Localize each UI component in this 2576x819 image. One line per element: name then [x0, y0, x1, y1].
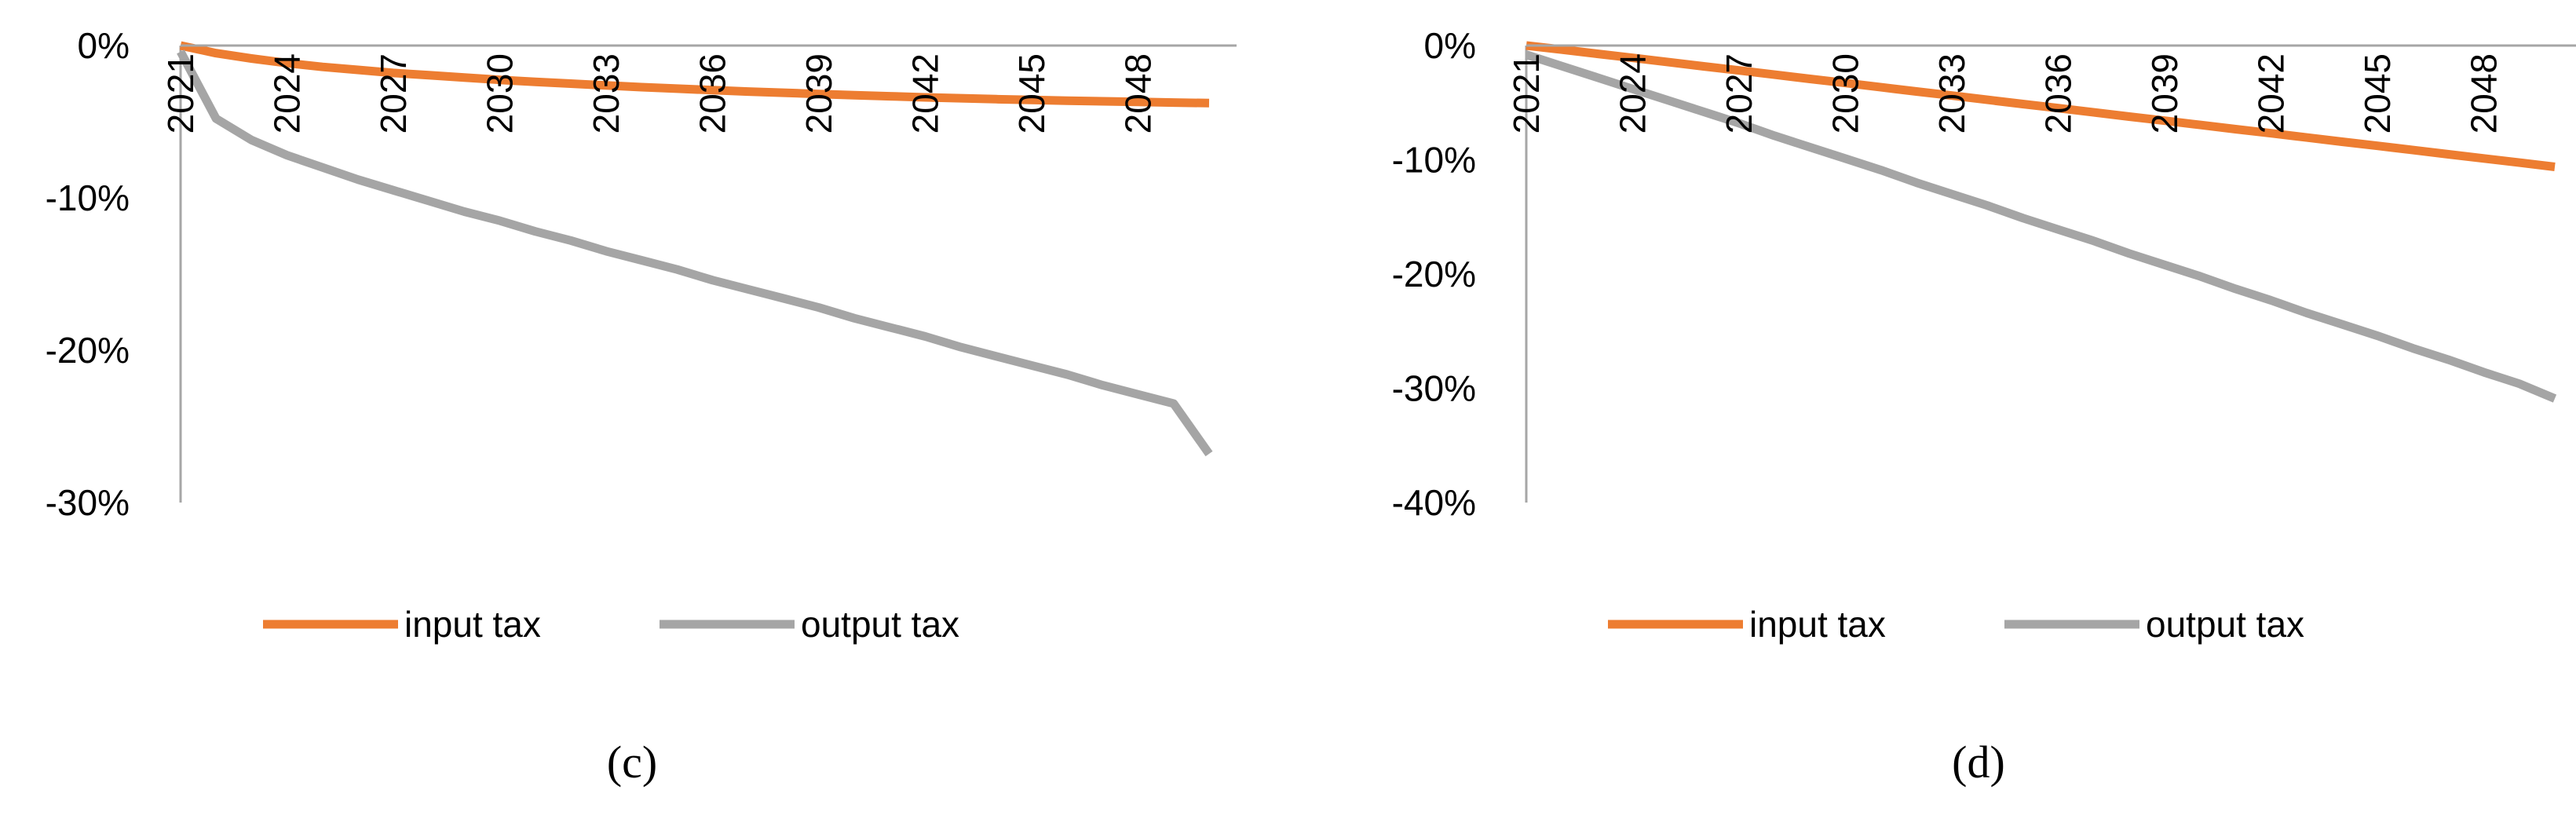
legend-label-input-tax: input tax [1749, 604, 1886, 645]
x-tick-label: 2048 [1118, 53, 1159, 133]
x-tick-label: 2039 [798, 53, 839, 133]
series-line-output-tax [177, 49, 1213, 457]
x-tick-label: 2036 [692, 53, 733, 133]
chart-panel-d: 0% -10% -20% -30% -40% 2021 2024 2027 2030 2033 20… [1392, 25, 2576, 788]
y-tick-label: -10% [46, 177, 130, 218]
x-tick-label: 2039 [2144, 53, 2185, 133]
x-tick-label: 2042 [905, 53, 946, 133]
y-tick-label: -10% [1392, 140, 1476, 181]
x-tick-label: 2024 [1613, 53, 1653, 133]
x-tick-label: 2033 [586, 53, 627, 133]
y-tick-label: -20% [1392, 254, 1476, 294]
series-line-output-tax [1525, 50, 2557, 403]
series-line-input-tax [1526, 41, 2556, 171]
x-tick-label: 2045 [2357, 53, 2398, 133]
y-tick-label: -30% [1392, 368, 1476, 409]
y-tick-label: -40% [1392, 482, 1476, 523]
x-tick-label: 2030 [1825, 53, 1866, 133]
y-tick-label: -20% [46, 330, 130, 371]
legend-label-output-tax: output tax [2146, 604, 2304, 645]
x-tick-label: 2045 [1011, 53, 1052, 133]
chart-panel-c: 0% -10% -20% -30% 2021 2024 2027 2030 2033 2036 20… [46, 25, 1237, 788]
legend-label-output-tax: output tax [801, 604, 959, 645]
x-tick-label: 2027 [373, 53, 414, 133]
y-tick-label: -30% [46, 482, 130, 523]
x-tick-label: 2036 [2038, 53, 2079, 133]
panel-label: (c) [607, 737, 657, 788]
x-tick-label: 2021 [160, 53, 201, 133]
x-tick-label: 2024 [267, 53, 308, 133]
x-tick-label: 2033 [1931, 53, 1972, 133]
x-tick-label: 2027 [1719, 53, 1759, 133]
x-tick-label: 2048 [2464, 53, 2505, 133]
legend-label-input-tax: input tax [404, 604, 541, 645]
x-tick-label: 2021 [1506, 53, 1547, 133]
panel-label: (d) [1952, 737, 2005, 788]
y-tick-label: 0% [1424, 25, 1476, 66]
y-tick-label: 0% [78, 25, 130, 66]
x-tick-label: 2030 [480, 53, 521, 133]
series-line-input-tax [179, 41, 1210, 108]
x-tick-label: 2042 [2251, 53, 2292, 133]
